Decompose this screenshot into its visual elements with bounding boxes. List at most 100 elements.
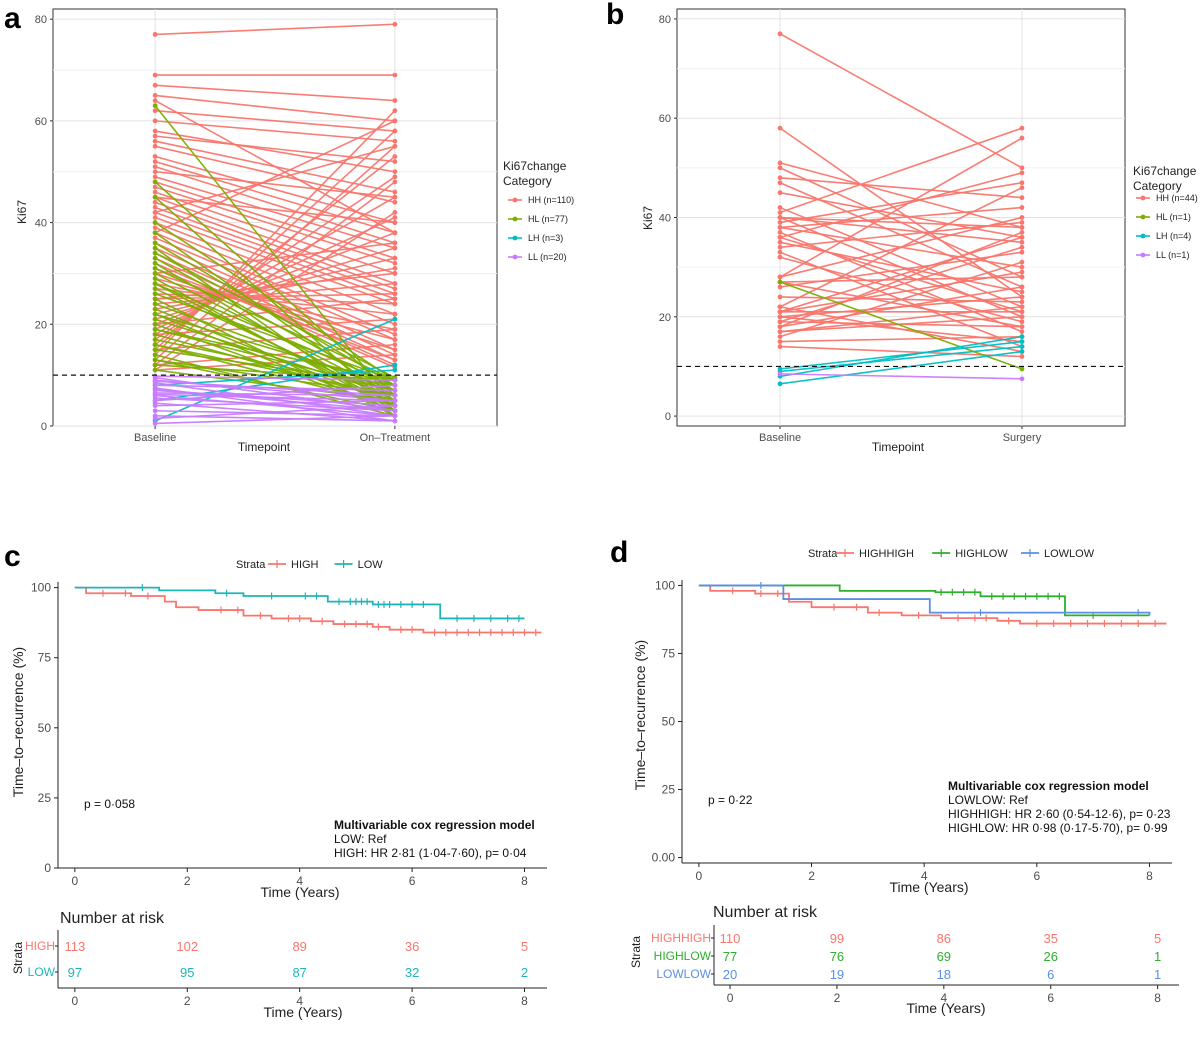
point-HL (152, 357, 158, 363)
point-HH (392, 143, 398, 149)
y-tick-label: 0 (41, 421, 47, 433)
y-tick-label: 25 (662, 783, 676, 797)
risk-count: 2 (521, 965, 528, 980)
legend-label-LH: LH (n=3) (528, 233, 563, 243)
series-line-HH (155, 292, 395, 300)
series-line-LL (155, 415, 395, 425)
y-tick-label: 25 (38, 791, 52, 805)
panel-a-legend-title-1: Ki67change (503, 159, 567, 173)
series-line-LH (779, 345, 1023, 373)
point-HH (392, 265, 398, 271)
point-HH (1019, 259, 1025, 265)
point-HH (777, 304, 783, 310)
legend-label-LOWLOW: LOWLOW (1044, 548, 1095, 560)
series-line-HH (779, 33, 1023, 169)
point-HH (152, 72, 158, 78)
point-LL (392, 398, 398, 403)
legend-label-LH: LH (n=4) (1156, 231, 1191, 241)
point-LL (392, 382, 398, 388)
point-HL (152, 220, 158, 225)
point-HH (1019, 239, 1025, 245)
risk-x-tick-label: 0 (72, 994, 79, 1008)
plot-panel-border (52, 8, 498, 427)
point-HH (152, 164, 158, 170)
series-line-HH (154, 181, 396, 366)
y-tick-label: 50 (662, 715, 676, 729)
risk-count: 1 (1154, 949, 1161, 964)
series-line-HH (154, 130, 396, 173)
point-HH (152, 174, 158, 180)
point-HL (152, 367, 158, 373)
series-line-HH (155, 120, 395, 143)
point-HH (392, 194, 398, 200)
point-LL (392, 393, 398, 398)
risk-count: 1 (1154, 967, 1161, 982)
series-line-LL (155, 380, 395, 397)
series-line-HL (779, 281, 1023, 370)
series-line-HH (154, 165, 396, 244)
series-line-HL (154, 221, 396, 381)
risk-x-tick-label: 4 (296, 994, 303, 1008)
series-line-LL (780, 373, 1022, 380)
point-HH (392, 220, 398, 225)
point-HH (152, 108, 158, 114)
point-HL (152, 347, 158, 353)
point-HL (152, 316, 158, 322)
point-HH (392, 301, 398, 307)
point-HH (1019, 215, 1025, 220)
point-HH (1019, 284, 1025, 290)
risk-count: 95 (180, 965, 194, 980)
risk-count: 35 (1043, 931, 1057, 946)
series-line-HL (154, 313, 396, 387)
risk-count: 76 (830, 949, 844, 964)
risk-x-tick-label: 8 (521, 994, 528, 1008)
point-HH (392, 352, 398, 358)
point-HH (152, 133, 158, 139)
panel-letter-b: b (606, 0, 624, 31)
point-HH (152, 210, 158, 215)
point-LL (392, 413, 398, 419)
point-HH (777, 334, 783, 340)
point-LL (392, 388, 398, 393)
point-HH (152, 143, 158, 149)
risk-count: 87 (292, 965, 306, 980)
series-line-HH (154, 120, 396, 234)
panel-d-legend: HIGHHIGH HIGHLOW LOWLOW (836, 548, 1095, 560)
risk-row-label-HIGHLOW: HIGHLOW (654, 949, 712, 963)
point-LL (152, 386, 158, 392)
point-HH (392, 230, 398, 236)
point-LL (392, 418, 398, 424)
point-HL (152, 306, 158, 312)
series-line-HH (779, 172, 1023, 239)
point-HH (392, 108, 398, 114)
point-HH (1019, 249, 1025, 255)
point-HH (1019, 185, 1025, 191)
y-tick-label: 0 (665, 411, 671, 423)
x-tick-label: 4 (921, 869, 928, 883)
point-HH (392, 154, 398, 159)
series-line-HL (154, 338, 396, 392)
point-HL (152, 301, 158, 307)
risk-count: 20 (723, 967, 737, 982)
y-tick-label: 75 (662, 646, 676, 660)
risk-count: 18 (937, 967, 951, 982)
point-HL (1019, 366, 1025, 372)
risk-x-tick-label: 4 (940, 991, 947, 1005)
point-HL (152, 281, 158, 287)
series-line-LH (154, 318, 396, 422)
panel-a-legend-title-2: Category (503, 174, 552, 188)
point-HH (1019, 314, 1025, 320)
series-line-HH (155, 298, 395, 326)
series-line-HH (155, 109, 395, 132)
risk-count: 6 (1047, 967, 1054, 982)
panel-d-risk-table: 0 2 4 6 8 HIGHHIGH 110 99 86 35 5 HIGHLOW 77 76 69 26 1 L… (651, 925, 1179, 1005)
point-HH (1019, 229, 1025, 235)
panel-d-model-line-2: HIGHHIGH: HR 2·60 (0·54-12·6), p= 0·23 (948, 807, 1171, 821)
panel-d-risk-title: Number at risk (713, 904, 818, 921)
y-tick-label: 50 (38, 721, 52, 735)
x-tick-label: Baseline (134, 432, 176, 444)
series-line-HL (154, 181, 396, 397)
x-tick-label: Surgery (1003, 432, 1042, 444)
point-HH (1019, 304, 1025, 310)
